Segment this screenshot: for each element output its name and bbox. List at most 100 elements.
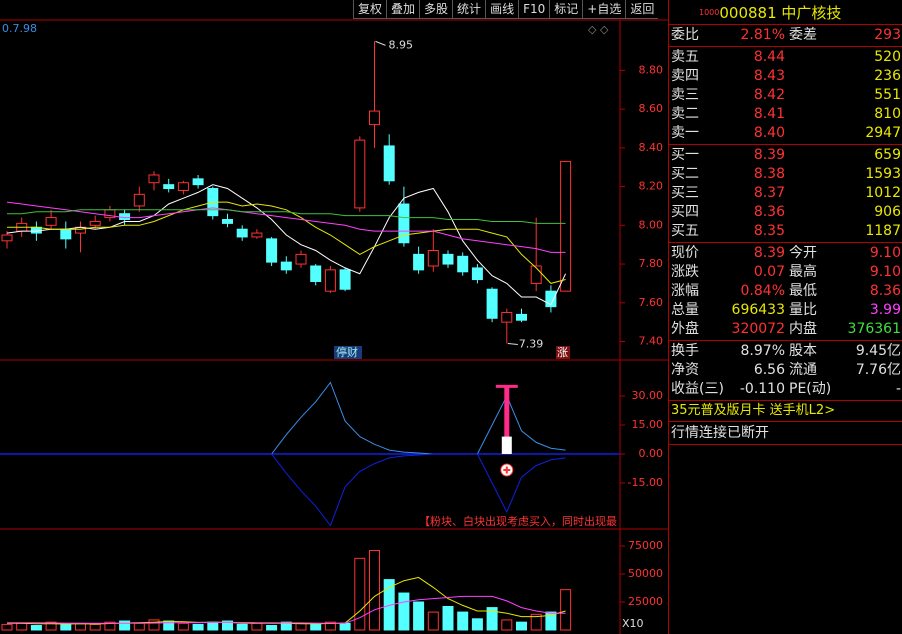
- quote-value: 7.76亿: [855, 362, 901, 378]
- volume-bar: [222, 620, 233, 631]
- y-tick-label: 15.00: [632, 418, 664, 431]
- quote-label: 现价: [671, 245, 699, 261]
- candle-body: [177, 182, 189, 191]
- quote-row: 买三 8.37 1012: [669, 184, 902, 203]
- quote-row: 卖三 8.42 551: [669, 86, 902, 105]
- volume-bar: [339, 622, 351, 631]
- quote-row: 净资 6.56 流通 7.76亿: [669, 361, 902, 380]
- candle-body: [545, 290, 557, 308]
- moving-average: [7, 209, 566, 224]
- volume-bar: [354, 557, 366, 631]
- quote-label: 买三: [671, 185, 699, 201]
- candle-body: [457, 255, 469, 273]
- volume-bar: [413, 601, 425, 631]
- toolbar: 复权 叠加 多股 统计 画线 F10 标记 +自选 返回: [353, 0, 659, 19]
- quote-value: 8.41: [753, 106, 785, 122]
- volume-bar: [295, 622, 307, 631]
- volume-bar: [251, 622, 263, 631]
- quote-value: 8.43: [753, 68, 785, 84]
- quote-label: 买二: [671, 166, 699, 182]
- quote-value: 293: [874, 27, 901, 43]
- quote-value: 696433: [731, 302, 785, 318]
- quote-label: 总量: [671, 302, 699, 318]
- quote-section: 换手 8.97% 股本 9.45亿 净资 6.56 流通 7.76亿 收益(三) -0.110 PE…: [669, 341, 902, 401]
- moving-average: [6, 184, 567, 306]
- quote-row: 卖四 8.43 236: [669, 67, 902, 86]
- quote-label: 股本: [789, 343, 817, 359]
- candle-body: [133, 193, 145, 207]
- volume-bar: [369, 549, 380, 631]
- volume-average: [7, 576, 566, 625]
- quote-label: 买四: [671, 204, 699, 220]
- quote-label: 今开: [789, 245, 817, 261]
- stock-header: 1000000881 中广核技: [669, 0, 902, 25]
- volume-bar: [177, 622, 189, 631]
- icon[interactable]: ◇ ◇: [588, 23, 609, 36]
- volume-bar: [30, 625, 42, 631]
- y-tick-label: 50000: [628, 567, 663, 580]
- quote-row: 买五 8.35 1187: [669, 222, 902, 241]
- quote-sections: 委比 2.81% 委差 293 卖五 8.44 520 卖四 8.43 236 卖三 8.42 551 卖…: [669, 25, 902, 401]
- buy-icon: [503, 466, 511, 474]
- volume-bar: [280, 621, 292, 631]
- y-tick-label: 8.20: [639, 180, 664, 193]
- volume-bar: [530, 613, 542, 631]
- quote-value: 6.56: [753, 362, 785, 378]
- quote-value: 8.37: [753, 185, 785, 201]
- quote-value: 236: [874, 68, 901, 84]
- quote-value: 8.36: [753, 204, 785, 220]
- candle-body: [442, 253, 454, 265]
- toolbar-button[interactable]: F10: [518, 0, 550, 19]
- volume-average: [7, 595, 566, 624]
- toolbar-button[interactable]: 统计: [452, 0, 486, 19]
- toolbar-button[interactable]: 返回: [625, 0, 659, 19]
- quote-label: 卖二: [671, 106, 699, 122]
- quote-label: 买五: [671, 223, 699, 239]
- quote-label: 收益(三): [671, 381, 724, 397]
- chart-area: 0.7.98 ◇ ◇ 8.80 8.60 8.40 8.20 8.00 7.80 7.60 7…: [0, 19, 668, 634]
- candle-body: [324, 269, 336, 292]
- volume-bar: [119, 620, 131, 631]
- quote-value: 8.36: [869, 283, 901, 299]
- quote-label: 最低: [789, 283, 817, 299]
- quote-value: 8.40: [753, 125, 785, 141]
- candle-body: [251, 232, 263, 238]
- candle-body: [148, 174, 160, 184]
- y-tick-label: 7.80: [639, 257, 664, 270]
- quote-section: 委比 2.81% 委差 293: [669, 25, 902, 47]
- quote-value: 8.97%: [740, 343, 785, 359]
- candle-body: [119, 213, 131, 221]
- quote-row: 买二 8.38 1593: [669, 165, 902, 184]
- quote-row: 买四 8.36 906: [669, 203, 902, 222]
- promo-link[interactable]: 35元普及版月卡 送手机L2>: [669, 401, 902, 422]
- quote-row: 收益(三) -0.110 PE(动) -: [669, 380, 902, 399]
- quote-label: 委比: [671, 27, 699, 43]
- indicator-caption: 【粉块、白块出现考虑买入，同时出现最: [419, 514, 617, 528]
- toolbar-button[interactable]: +自选: [582, 0, 626, 19]
- toolbar-button[interactable]: 复权: [353, 0, 387, 19]
- quote-value: 8.44: [753, 49, 785, 65]
- quote-value: 8.35: [753, 223, 785, 239]
- quote-value: 9.10: [869, 264, 901, 280]
- volume-bar: [324, 621, 336, 631]
- candle-body: [501, 311, 513, 323]
- volume-bar: [457, 611, 469, 631]
- candle-body: [310, 265, 322, 282]
- white-block: [501, 436, 512, 454]
- moving-average: [7, 201, 566, 284]
- volume-bar: [560, 589, 572, 631]
- volume-bar: [60, 623, 72, 631]
- toolbar-button[interactable]: 多股: [419, 0, 453, 19]
- toolbar-button[interactable]: 画线: [485, 0, 519, 19]
- quote-label: 净资: [671, 362, 699, 378]
- quote-value: 8.39: [753, 245, 785, 261]
- quote-value: -: [895, 381, 901, 397]
- indicator-line: [7, 381, 566, 455]
- quote-value: 0.84%: [740, 283, 785, 299]
- quote-panel: 1000000881 中广核技 委比 2.81% 委差 293 卖五 8.44 520 卖四 8…: [668, 0, 902, 634]
- toolbar-button[interactable]: 叠加: [386, 0, 420, 19]
- candle-body: [383, 145, 395, 182]
- quote-value: 520: [874, 49, 901, 65]
- y-tick-label: -15.00: [628, 476, 663, 489]
- toolbar-button[interactable]: 标记: [549, 0, 583, 19]
